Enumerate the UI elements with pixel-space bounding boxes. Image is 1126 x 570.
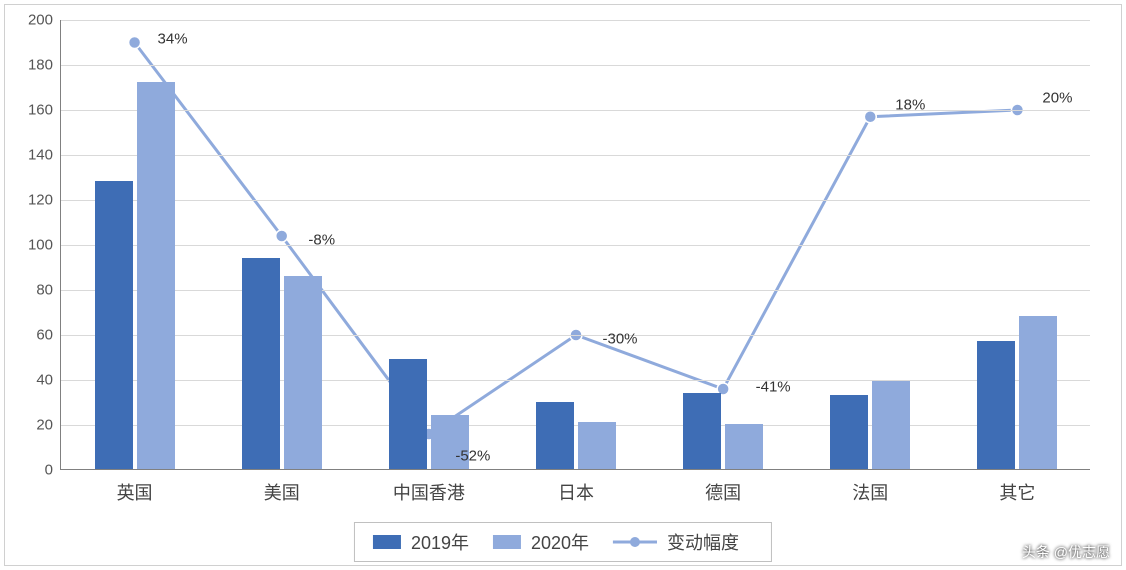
y-tick-label: 120 <box>28 192 61 209</box>
x-tick-label: 美国 <box>264 469 300 505</box>
y-tick-label: 180 <box>28 57 61 74</box>
x-tick-label: 其它 <box>999 469 1035 505</box>
legend-line-icon <box>613 535 657 549</box>
y-tick-label: 0 <box>45 462 61 479</box>
source-credit: 头条 @优志愿 <box>1022 542 1110 562</box>
y-tick-label: 20 <box>36 417 61 434</box>
bar-2019 <box>536 402 574 470</box>
change-label: 34% <box>158 30 188 47</box>
x-tick-label: 德国 <box>705 469 741 505</box>
legend-label: 2020年 <box>531 529 589 555</box>
legend-label: 变动幅度 <box>667 529 739 555</box>
line-marker <box>276 230 288 242</box>
legend-swatch <box>373 535 401 549</box>
legend: 2019年 2020年 变动幅度 <box>354 522 772 562</box>
x-tick-label: 日本 <box>558 469 594 505</box>
change-label: 20% <box>1042 90 1072 107</box>
plot-area: 020406080100120140160180200英国美国中国香港日本德国法… <box>60 20 1090 470</box>
change-label: -52% <box>455 448 490 465</box>
legend-swatch <box>493 535 521 549</box>
x-tick-label: 中国香港 <box>393 469 465 505</box>
bar-2020 <box>725 424 763 469</box>
bar-2020 <box>578 422 616 469</box>
y-tick-label: 60 <box>36 327 61 344</box>
x-tick-label: 法国 <box>852 469 888 505</box>
change-label: -30% <box>602 331 637 348</box>
bar-2019 <box>977 341 1015 469</box>
bar-2019 <box>242 258 280 470</box>
gridline <box>61 155 1090 156</box>
gridline <box>61 20 1090 21</box>
change-label: -41% <box>756 379 791 396</box>
gridline <box>61 380 1090 381</box>
gridline <box>61 335 1090 336</box>
change-label: -8% <box>308 232 335 249</box>
bar-2020 <box>284 276 322 470</box>
change-label: 18% <box>895 96 925 113</box>
y-tick-label: 100 <box>28 237 61 254</box>
bar-2019 <box>95 181 133 469</box>
line-marker <box>864 111 876 123</box>
bar-2020 <box>1019 316 1057 469</box>
line-marker <box>129 37 141 49</box>
bar-2019 <box>830 395 868 469</box>
bar-2020 <box>872 381 910 469</box>
bar-2019 <box>389 359 427 469</box>
gridline <box>61 110 1090 111</box>
bar-2019 <box>683 393 721 470</box>
x-tick-label: 英国 <box>117 469 153 505</box>
gridline <box>61 200 1090 201</box>
gridline <box>61 290 1090 291</box>
bar-2020 <box>137 82 175 469</box>
y-tick-label: 160 <box>28 102 61 119</box>
y-tick-label: 200 <box>28 12 61 29</box>
gridline <box>61 425 1090 426</box>
y-tick-label: 40 <box>36 372 61 389</box>
y-tick-label: 80 <box>36 282 61 299</box>
gridline <box>61 245 1090 246</box>
y-tick-label: 140 <box>28 147 61 164</box>
legend-label: 2019年 <box>411 529 469 555</box>
gridline <box>61 65 1090 66</box>
